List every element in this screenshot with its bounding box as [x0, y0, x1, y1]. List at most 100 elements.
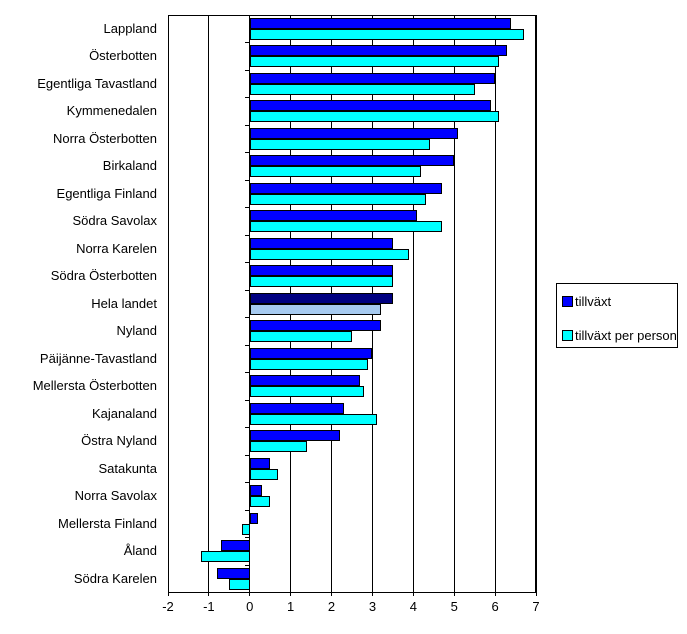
- category-label: Norra Savolax: [74, 488, 157, 504]
- category-label: Norra Österbotten: [52, 130, 157, 146]
- bar-tillvaxt: [249, 320, 381, 332]
- bar-tillvaxt-per-person: [249, 413, 377, 425]
- x-axis-tick: [208, 592, 210, 596]
- x-axis-tick-label: 1: [287, 599, 295, 614]
- bar-tillvaxt: [249, 430, 340, 442]
- x-axis-tick: [249, 592, 251, 596]
- category-tick: [244, 124, 250, 126]
- category-tick: [244, 564, 250, 566]
- bar-tillvaxt-per-person: [249, 193, 426, 205]
- category-label: Södra Savolax: [72, 213, 157, 229]
- category-label: Kymmenedalen: [66, 103, 157, 119]
- bar-tillvaxt: [249, 18, 512, 29]
- bar-tillvaxt: [249, 100, 491, 112]
- gridline: [412, 15, 414, 592]
- bar-tillvaxt: [249, 155, 455, 167]
- category-label: Norra Karelen: [76, 240, 157, 256]
- category-tick: [244, 42, 250, 44]
- bar-tillvaxt-per-person: [249, 111, 500, 123]
- category-tick: [244, 482, 250, 484]
- category-tick: [244, 234, 250, 236]
- bar-tillvaxt-per-person: [249, 496, 271, 508]
- legend-label-tillvaxt-per-person: tillväxt per person: [575, 327, 677, 343]
- bar-tillvaxt-per-person: [249, 83, 475, 95]
- gridline: [494, 15, 496, 592]
- category-tick: [244, 427, 250, 429]
- category-label: Kajanaland: [91, 405, 157, 421]
- bar-tillvaxt-per-person: [241, 523, 250, 535]
- category-tick: [244, 69, 250, 71]
- x-axis-tick-label: 2: [327, 599, 336, 614]
- category-label: Lappland: [103, 21, 158, 36]
- category-label: Päijänne-Tavastland: [39, 350, 157, 366]
- category-tick: [244, 317, 250, 319]
- x-axis-tick: [167, 592, 169, 596]
- legend-item-tillvaxt: tillväxt: [562, 293, 612, 309]
- category-tick: [244, 289, 250, 291]
- bar-tillvaxt: [249, 210, 418, 222]
- category-label: Österbotten: [89, 48, 157, 64]
- bar-tillvaxt: [249, 265, 393, 277]
- x-axis-tick-label: -2: [162, 599, 174, 614]
- bar-tillvaxt: [221, 540, 250, 552]
- gridline: [208, 15, 210, 592]
- bar-tillvaxt: [249, 72, 496, 84]
- category-tick: [244, 152, 250, 154]
- x-axis-tick: [535, 592, 537, 596]
- bar-tillvaxt-per-person: [249, 29, 524, 40]
- category-tick: [244, 97, 250, 99]
- bar-tillvaxt-per-person: [249, 221, 442, 233]
- x-axis-tick-label: 4: [409, 599, 417, 614]
- category-label: Nyland: [116, 323, 157, 339]
- bar-tillvaxt: [249, 292, 393, 304]
- category-tick: [244, 179, 250, 181]
- x-axis-tick-label: -1: [203, 599, 215, 614]
- category-tick: [244, 509, 250, 511]
- bar-tillvaxt: [249, 402, 344, 414]
- bar-tillvaxt: [249, 237, 393, 249]
- x-axis-tick-label: 3: [368, 599, 377, 614]
- category-tick: [244, 207, 250, 209]
- bar-tillvaxt: [249, 457, 271, 469]
- legend-swatch-tillvaxt: [562, 295, 573, 307]
- bar-tillvaxt: [249, 45, 508, 57]
- category-label: Hela landet: [91, 295, 157, 311]
- legend: tillväxt tillväxt per person: [556, 283, 678, 348]
- bar-tillvaxt: [249, 182, 442, 194]
- legend-swatch-tillvaxt-per-person: [562, 329, 573, 341]
- plot-area-border: [168, 15, 536, 593]
- x-axis-tick: [412, 592, 414, 596]
- bar-tillvaxt-per-person: [249, 468, 279, 480]
- category-tick: [244, 344, 250, 346]
- x-axis-tick: [494, 592, 496, 596]
- category-label: Birkaland: [102, 158, 157, 174]
- category-tick: [244, 454, 250, 456]
- bar-tillvaxt: [217, 567, 250, 579]
- bar-tillvaxt: [249, 127, 459, 139]
- category-label: Södra Karelen: [73, 570, 157, 586]
- category-label: Satakunta: [98, 460, 157, 476]
- bar-tillvaxt-per-person: [249, 386, 365, 398]
- category-label: Mellersta Österbotten: [32, 378, 157, 394]
- category-label: Åland: [123, 543, 157, 559]
- category-label: Östra Nyland: [81, 433, 157, 449]
- bar-tillvaxt-per-person: [249, 166, 422, 178]
- bar-tillvaxt-per-person: [249, 358, 369, 370]
- x-axis-tick: [331, 592, 333, 596]
- bar-tillvaxt-per-person: [249, 441, 307, 453]
- x-axis-tick-label: 5: [450, 599, 458, 614]
- category-tick: [244, 262, 250, 264]
- bar-tillvaxt-per-person: [200, 551, 250, 563]
- bar-tillvaxt-per-person: [249, 276, 393, 288]
- category-label: Mellersta Finland: [58, 515, 157, 531]
- legend-label-tillvaxt: tillväxt: [575, 293, 612, 309]
- bar-tillvaxt: [249, 512, 258, 524]
- category-label: Egentliga Finland: [56, 185, 157, 201]
- x-axis-tick-label: 6: [491, 599, 499, 614]
- x-axis-tick-label: 7: [532, 599, 540, 614]
- category-tick: [244, 372, 250, 374]
- category-tick: [244, 15, 250, 16]
- bar-tillvaxt: [249, 375, 361, 387]
- bar-tillvaxt: [249, 347, 373, 359]
